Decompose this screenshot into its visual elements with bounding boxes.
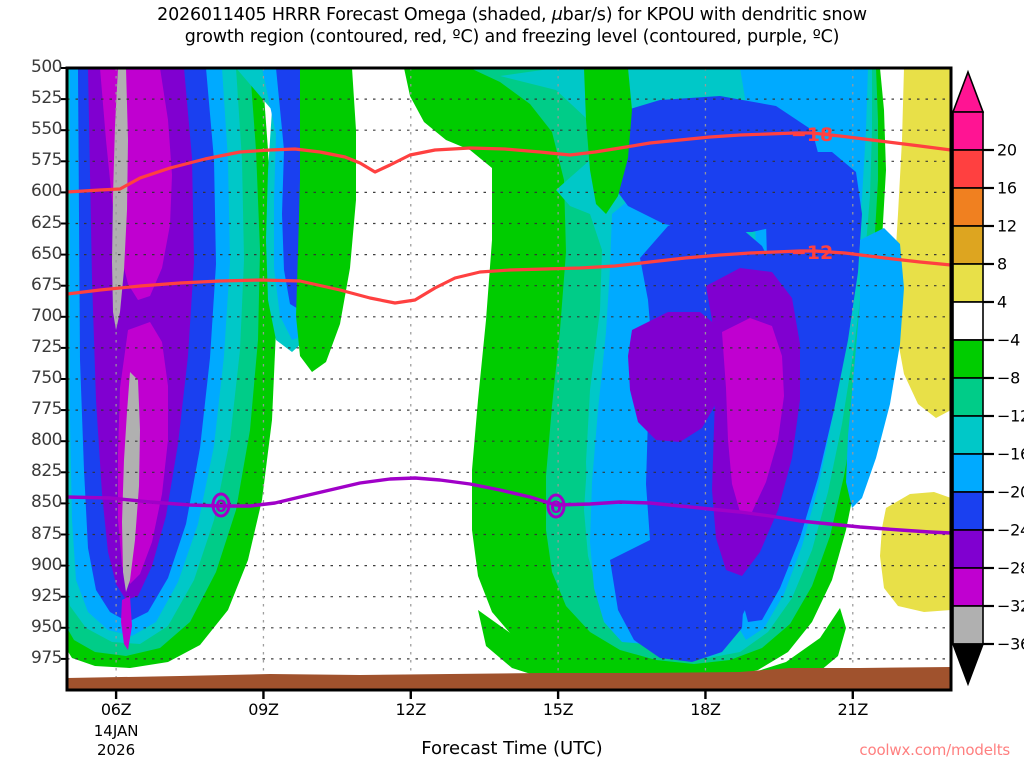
y-tick-label: 850 (31, 492, 62, 513)
y-axis: 500 525 550 575 600 625 650 675 700 725 750 775 800 8… (0, 0, 62, 768)
colorbar (951, 69, 994, 687)
y-tick-label: 800 (31, 430, 62, 451)
y-tick-label: 650 (31, 243, 62, 264)
svg-text:−18: −18 (791, 124, 833, 146)
colorbar-tick-label: −20 (997, 482, 1024, 502)
x-tick-label: 15Z (542, 700, 574, 719)
colorbar-band (952, 187, 984, 227)
colorbar-over-arrow (951, 69, 985, 113)
y-tick-label: 575 (31, 150, 62, 171)
colorbar-tick-label: 4 (997, 292, 1007, 312)
colorbar-tick-label: 12 (997, 216, 1017, 236)
contour-minus18 (67, 131, 951, 194)
colorbar-band (952, 301, 984, 341)
y-tick-label: 525 (31, 88, 62, 109)
date-year: 2026 (97, 741, 136, 759)
y-tick-label: 750 (31, 368, 62, 388)
colorbar-tick-label: 16 (997, 178, 1017, 198)
colorbar-band (952, 111, 984, 151)
dendritic-contours (67, 131, 951, 305)
colorbar-tick-label: −16 (997, 444, 1024, 464)
y-tick-label: 675 (31, 274, 62, 295)
y-tick-label: 600 (31, 181, 62, 202)
colorbar-tick-label: −32 (997, 596, 1024, 616)
colorbar-band (952, 415, 984, 455)
y-tick-label: 975 (31, 647, 62, 668)
y-tick-marks (61, 67, 67, 660)
terrain-strip (67, 667, 951, 690)
x-tick-label: 12Z (395, 700, 427, 719)
x-tick-label: 18Z (690, 700, 721, 719)
x-tick-label: 06Z (100, 700, 132, 719)
x-tick-marks (114, 690, 854, 699)
colorbar-band (952, 567, 984, 607)
colorbar-tick-label: −8 (997, 368, 1020, 388)
title-line1-pre: 2026011405 HRRR Forecast Omega (shaded, (157, 5, 552, 25)
x-axis-title: Forecast Time (UTC) (421, 738, 603, 759)
colorbar-bands (952, 111, 984, 645)
y-tick-label: 950 (31, 616, 62, 637)
title-line1-post: bar/s) for KPOU with dendritic snow (562, 5, 867, 25)
colorbar-tick-label: 20 (997, 140, 1017, 160)
colorbar-ticks (983, 148, 994, 646)
y-tick-label: 825 (31, 461, 62, 482)
svg-text:−12: −12 (791, 242, 833, 264)
date-stamp: 14JAN 2026 (94, 722, 139, 760)
y-tick-label: 700 (31, 305, 62, 326)
colorbar-band (952, 263, 984, 303)
title-line2: growth region (contoured, red, ºC) and f… (184, 27, 840, 47)
title-mu-symbol: μ (551, 5, 563, 25)
colorbar-tick-label: 8 (997, 254, 1007, 274)
colorbar-tick-label: −24 (997, 520, 1024, 540)
y-tick-label: 625 (31, 212, 62, 233)
chart-title: 2026011405 HRRR Forecast Omega (shaded, … (0, 4, 1024, 48)
colorbar-tick-label: −36 (997, 634, 1024, 654)
contour-minus12 (67, 249, 951, 305)
y-tick-label: 925 (31, 585, 62, 606)
y-tick-label: 550 (31, 119, 62, 140)
x-tick-label: 21Z (837, 700, 869, 719)
freezing-level-contour (67, 476, 951, 535)
y-tick-label: 725 (31, 336, 62, 357)
colorbar-tick-label: −28 (997, 558, 1024, 578)
grid (67, 68, 951, 690)
colorbar-band (952, 491, 984, 531)
freezing-level-label: 0 (215, 497, 227, 517)
colorbar-band (952, 225, 984, 265)
date-month-day: 14JAN (93, 722, 139, 740)
colorbar-tick-label: −12 (997, 406, 1024, 426)
colorbar-band (952, 529, 984, 569)
watermark: coolwx.com/modelts (859, 741, 1010, 759)
colorbar-band (952, 149, 984, 189)
x-tick-label: 09Z (248, 700, 279, 719)
colorbar-band (952, 377, 984, 417)
colorbar-under-arrow (951, 643, 985, 687)
colorbar-band (952, 605, 984, 645)
omega-shading (67, 68, 951, 690)
colorbar-band (952, 453, 984, 493)
y-tick-label: 775 (31, 399, 62, 420)
freezing-level-label: 0 (550, 498, 562, 518)
y-tick-label: 900 (31, 554, 62, 575)
contour-labels-red: −18 −12 (791, 124, 833, 264)
y-tick-label: 875 (31, 523, 62, 544)
y-tick-label: 500 (31, 57, 62, 77)
colorbar-band (952, 339, 984, 379)
colorbar-tick-label: −4 (997, 330, 1020, 350)
